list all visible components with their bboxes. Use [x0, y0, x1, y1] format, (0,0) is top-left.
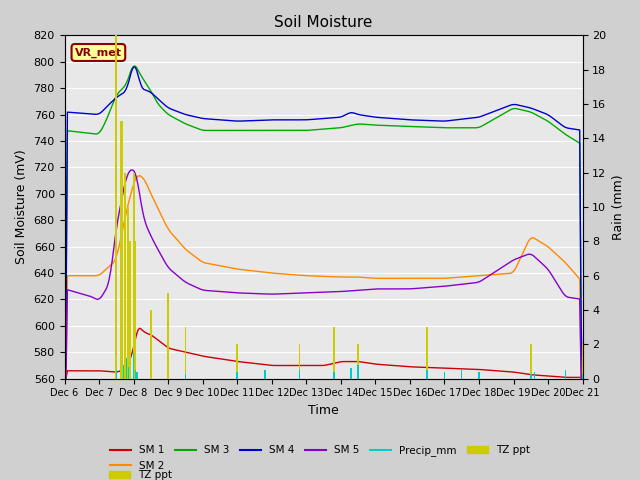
- Bar: [426, 327, 428, 379]
- Bar: [127, 207, 129, 379]
- Bar: [124, 173, 126, 379]
- Bar: [126, 358, 127, 379]
- Bar: [357, 365, 359, 379]
- Bar: [299, 370, 300, 379]
- Bar: [122, 365, 124, 379]
- Bar: [582, 373, 583, 379]
- Bar: [132, 173, 134, 379]
- Y-axis label: Rain (mm): Rain (mm): [612, 174, 625, 240]
- Bar: [564, 370, 566, 379]
- Bar: [333, 372, 335, 379]
- Bar: [129, 241, 131, 379]
- Bar: [530, 373, 531, 379]
- Bar: [134, 241, 136, 379]
- Bar: [120, 121, 122, 379]
- Bar: [167, 293, 169, 379]
- Bar: [298, 344, 300, 379]
- Bar: [582, 344, 584, 379]
- Bar: [589, 372, 590, 379]
- Bar: [534, 372, 535, 379]
- Bar: [133, 353, 134, 379]
- X-axis label: Time: Time: [308, 404, 339, 417]
- Bar: [236, 344, 238, 379]
- Bar: [530, 344, 532, 379]
- Bar: [134, 370, 136, 379]
- Bar: [426, 370, 428, 379]
- Bar: [116, 370, 117, 379]
- Legend: TZ ppt: TZ ppt: [105, 466, 177, 480]
- Bar: [184, 327, 186, 379]
- Bar: [237, 372, 238, 379]
- Bar: [185, 373, 186, 379]
- Bar: [136, 372, 138, 379]
- Bar: [351, 369, 352, 379]
- Bar: [115, 36, 117, 379]
- Bar: [333, 327, 335, 379]
- Bar: [478, 372, 480, 379]
- Bar: [150, 310, 152, 379]
- Bar: [461, 370, 463, 379]
- Legend: SM 1, SM 2, SM 3, SM 4, SM 5, Precip_mm, TZ ppt: SM 1, SM 2, SM 3, SM 4, SM 5, Precip_mm,…: [106, 441, 534, 475]
- Bar: [357, 344, 359, 379]
- Title: Soil Moisture: Soil Moisture: [275, 15, 372, 30]
- Bar: [264, 370, 266, 379]
- Y-axis label: Soil Moisture (mV): Soil Moisture (mV): [15, 150, 28, 264]
- Bar: [128, 367, 129, 379]
- Text: VR_met: VR_met: [75, 48, 122, 58]
- Bar: [444, 372, 445, 379]
